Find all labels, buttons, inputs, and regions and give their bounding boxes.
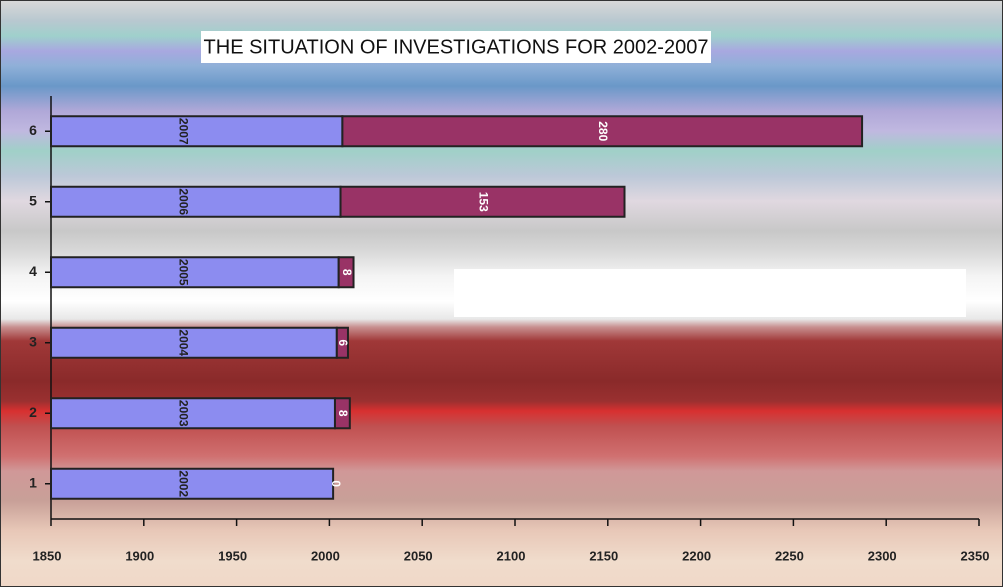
x-tick-label: 2000 [311,548,340,563]
bar-segment [50,326,338,359]
bar-label: 280 [596,121,610,141]
bar-segment [50,185,342,218]
bar-label: 2002 [177,470,191,497]
bar-segment [341,115,864,148]
bar-label: 8 [336,410,350,417]
x-tick-label: 1950 [218,548,247,563]
y-tick-label: 3 [29,333,37,349]
bar-label: 2005 [177,259,191,286]
x-tick-label: 1850 [33,548,62,563]
y-tick-label: 5 [29,192,37,208]
y-tick-label: 4 [29,263,37,279]
x-tick-label: 2200 [682,548,711,563]
bar-segment [337,256,355,289]
bar-label: 2003 [177,400,191,427]
x-tick-label: 2100 [497,548,526,563]
bar-segment [50,256,340,289]
bar-segment [333,397,351,430]
x-tick-label: 2250 [775,548,804,563]
bar-segment [50,467,335,500]
bar-segment [335,326,349,359]
bar-label: 153 [476,192,490,212]
x-tick-label: 2150 [589,548,618,563]
y-tick-label: 1 [29,474,37,490]
bar-segment [50,397,336,430]
bar-segment [50,115,344,148]
blank-box [454,269,966,317]
bar-label: 6 [336,339,350,346]
y-tick-label: 2 [29,404,37,420]
x-tick-label: 1900 [125,548,154,563]
bar-label: 0 [329,480,343,487]
x-tick-label: 2050 [404,548,433,563]
x-tick-label: 2300 [868,548,897,563]
title-box [201,31,711,63]
y-tick-label: 6 [29,122,37,138]
chart-title: THE SITUATION OF INVESTIGATIONS FOR 2002… [204,36,709,58]
bar-label: 2004 [177,329,191,356]
bar-segment [339,185,626,218]
bar-label: 8 [340,269,354,276]
bar-label: 2006 [177,188,191,215]
x-tick-label: 2350 [961,548,990,563]
bar-label: 2007 [177,118,191,145]
